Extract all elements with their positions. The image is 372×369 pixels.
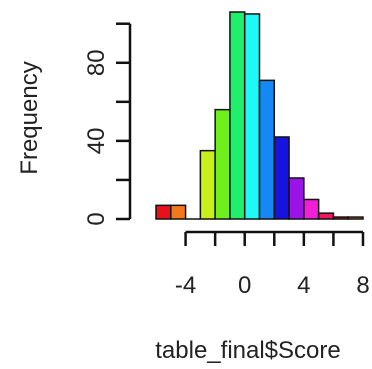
- histogram-bar: [258, 79, 276, 220]
- x-tick-label: 8: [356, 272, 369, 299]
- histogram-bar: [347, 216, 364, 220]
- x-axis: -4 0 4 8: [175, 230, 370, 299]
- histogram-bar: [155, 204, 172, 220]
- x-axis-label: table_final$Score: [155, 337, 340, 364]
- histogram-bar: [288, 177, 305, 220]
- histogram-bar: [170, 204, 187, 220]
- histogram-bar: [199, 149, 216, 220]
- y-tick-label: 80: [83, 49, 110, 76]
- histogram-bar: [317, 212, 335, 220]
- y-tick-label: 40: [83, 128, 110, 155]
- y-tick-label: 0: [83, 212, 110, 225]
- histogram-bar: [229, 11, 246, 220]
- histogram-bar: [303, 198, 320, 220]
- x-tick-label: 0: [238, 272, 251, 299]
- histogram-bar: [214, 108, 231, 220]
- histogram-bar: [332, 216, 349, 220]
- x-tick-label: -4: [175, 272, 196, 299]
- bars-group: [155, 11, 364, 220]
- y-axis: 0 40 80: [83, 22, 132, 226]
- histogram-bar: [273, 136, 290, 220]
- histogram-bar: [243, 13, 261, 220]
- x-tick-label: 4: [297, 272, 310, 299]
- y-axis-label: Frequency: [16, 61, 43, 174]
